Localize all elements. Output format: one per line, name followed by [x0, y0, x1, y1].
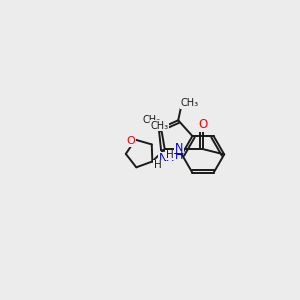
- Text: CH₃: CH₃: [181, 98, 199, 108]
- Text: H: H: [166, 153, 175, 163]
- Text: H: H: [175, 151, 183, 160]
- Text: O: O: [198, 118, 208, 131]
- Text: CH₃: CH₃: [151, 121, 169, 130]
- Text: CH₃: CH₃: [143, 115, 161, 125]
- Text: H: H: [154, 160, 161, 170]
- Text: H: H: [166, 150, 173, 160]
- Text: O: O: [127, 136, 135, 146]
- Text: N: N: [175, 142, 183, 153]
- Text: N: N: [159, 153, 167, 163]
